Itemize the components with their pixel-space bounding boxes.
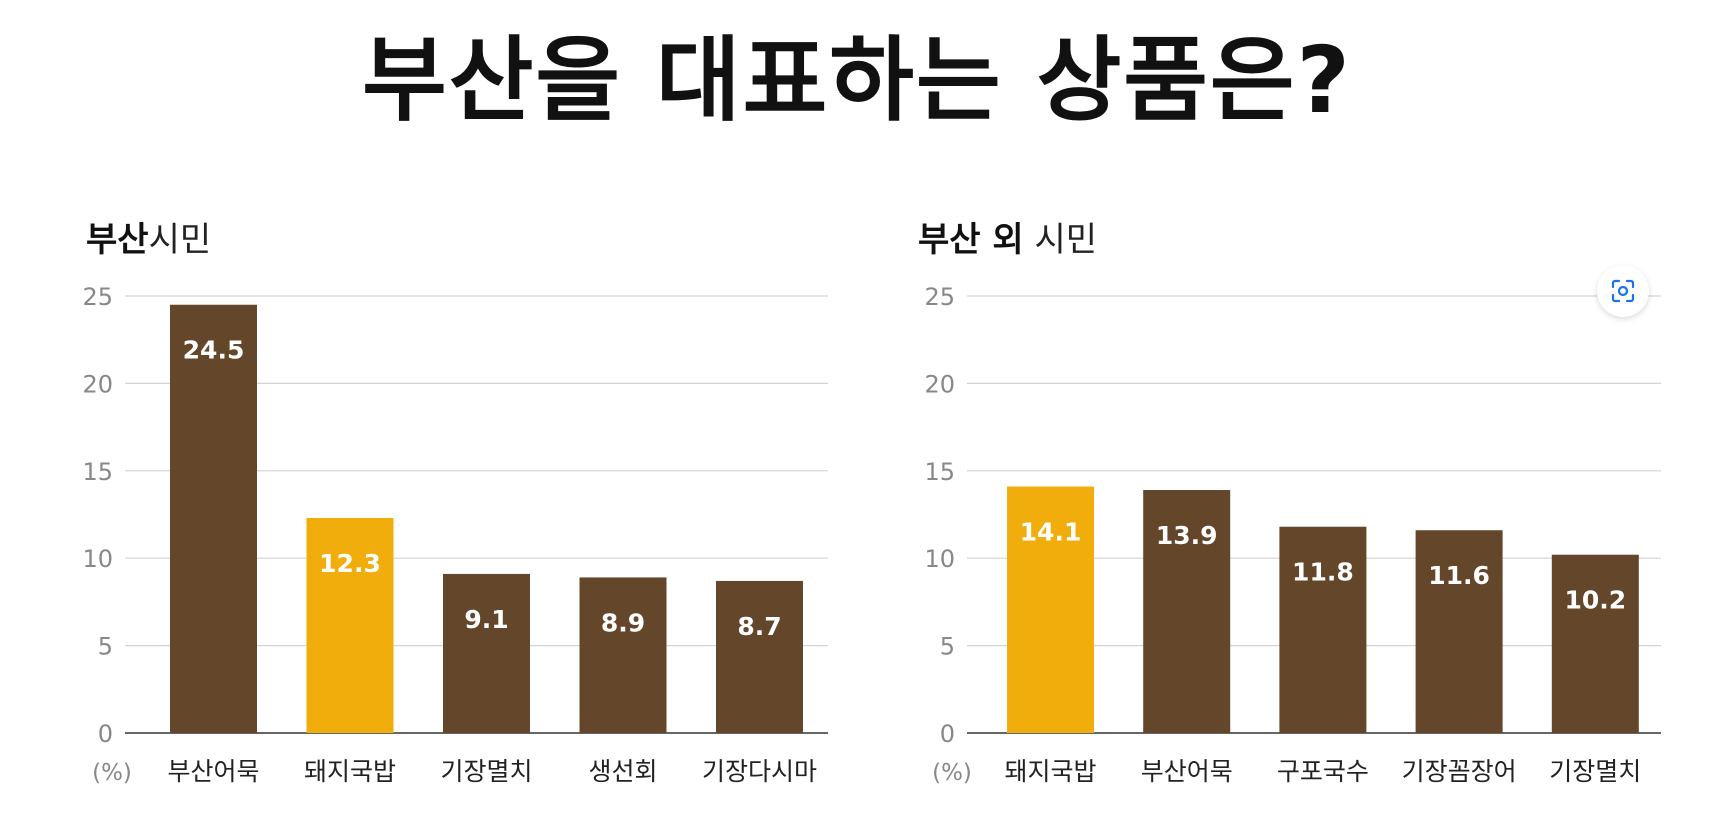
bar-value-label: 8.7 — [737, 612, 781, 641]
unit-label: (%) — [932, 760, 972, 786]
bar — [716, 580, 803, 733]
y-tick-label: 10 — [924, 545, 955, 573]
page-title: 부산을 대표하는 상품은? — [362, 27, 1352, 134]
bar-value-label: 10.2 — [1564, 586, 1626, 615]
y-tick-label: 15 — [82, 458, 113, 486]
chart-title-right-light: 시민 — [1034, 220, 1098, 260]
y-tick-label: 20 — [924, 370, 955, 398]
bar — [443, 573, 530, 733]
y-tick-label: 10 — [82, 545, 113, 573]
y-tick-label: 0 — [98, 720, 113, 748]
y-tick-label: 20 — [82, 370, 113, 398]
chart-title-right-strong: 부산 외 — [918, 220, 1024, 260]
x-category-label: 돼지국밥 — [1004, 757, 1096, 786]
chart-title-left-light: 시민 — [148, 220, 212, 260]
bar-value-label: 24.5 — [183, 336, 245, 365]
y-tick-label: 15 — [924, 458, 955, 486]
x-category-label: 기장꼼장어 — [1402, 757, 1517, 786]
bar — [170, 304, 257, 733]
x-category-label: 구포국수 — [1277, 757, 1369, 786]
y-tick-label: 25 — [924, 283, 955, 311]
x-category-label: 부산어묵 — [1141, 757, 1233, 786]
bar-value-label: 12.3 — [319, 549, 381, 578]
scan-icon — [1611, 279, 1635, 303]
y-tick-label: 5 — [940, 633, 955, 661]
bar-highlight — [1007, 486, 1094, 733]
bar-value-label: 14.1 — [1020, 518, 1082, 547]
bar — [1143, 490, 1231, 733]
y-tick-label: 0 — [940, 720, 955, 748]
x-category-label: 부산어묵 — [167, 757, 259, 786]
y-tick-label: 5 — [98, 633, 113, 661]
chart-title-left: 부산시민 — [86, 212, 211, 261]
x-category-label: 돼지국밥 — [304, 757, 396, 786]
scan-button[interactable] — [1597, 265, 1649, 317]
x-category-label: 기장멸치 — [1549, 757, 1641, 786]
bar-value-label: 8.9 — [601, 608, 645, 637]
y-tick-label: 25 — [82, 283, 113, 311]
bar — [579, 577, 667, 733]
bar-value-label: 13.9 — [1156, 521, 1218, 550]
bar-value-label: 11.6 — [1428, 561, 1490, 590]
bar — [1551, 554, 1639, 733]
chart-title-right: 부산 외 시민 — [918, 212, 1097, 261]
unit-label: (%) — [92, 760, 132, 786]
chart-title-left-strong: 부산 — [86, 220, 149, 260]
bar — [1415, 530, 1503, 733]
bar — [1279, 526, 1367, 733]
bar-highlight — [306, 517, 394, 733]
bar-value-label: 11.8 — [1292, 558, 1354, 587]
x-category-label: 생선회 — [588, 757, 657, 786]
x-category-label: 기장다시마 — [702, 757, 817, 786]
bar-value-label: 9.1 — [464, 605, 508, 634]
x-category-label: 기장멸치 — [440, 757, 532, 786]
